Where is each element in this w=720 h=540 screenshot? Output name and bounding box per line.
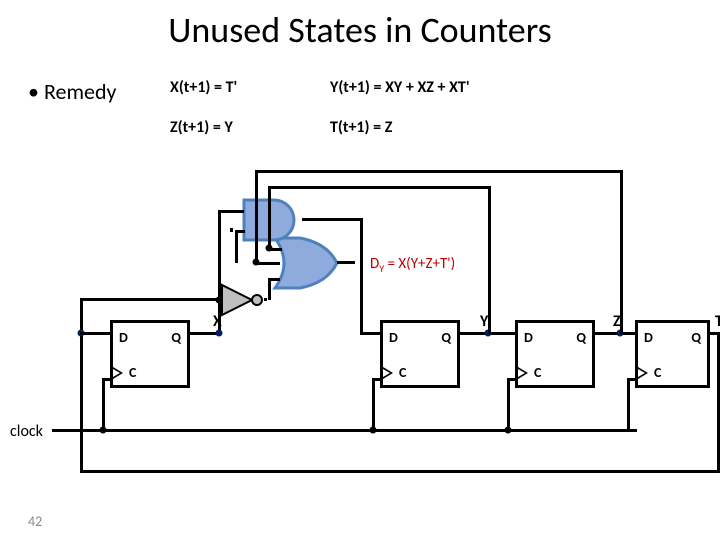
junction-dot [266, 245, 273, 252]
wire [507, 378, 510, 432]
wire [230, 228, 233, 232]
wire [218, 210, 244, 213]
ff-q-label: Q [691, 329, 701, 346]
ff-d-label: D [119, 329, 128, 346]
wire [80, 298, 222, 301]
junction-dot [100, 427, 107, 434]
wire [255, 170, 258, 263]
wire [102, 378, 105, 432]
junction-dot [505, 427, 512, 434]
wire [235, 230, 245, 233]
ff-c-label: C [399, 364, 406, 381]
junction-dot [370, 427, 377, 434]
wire [102, 378, 110, 381]
wire [627, 378, 630, 432]
ff-c-label: C [654, 364, 661, 381]
equation-x: X(t+1) = T' [170, 78, 237, 97]
wire [80, 298, 83, 473]
flipflop-x: D Q C [110, 320, 190, 388]
page-number: 42 [28, 513, 42, 530]
clock-triangle-icon [638, 367, 648, 379]
equation-t: T(t+1) = Z [330, 118, 392, 137]
clock-label: clock [10, 422, 43, 441]
ff-q-label: Q [441, 329, 451, 346]
equation-y: Y(t+1) = XY + XZ + XT' [330, 78, 470, 97]
wire [268, 278, 271, 300]
wire [360, 332, 380, 335]
wire [595, 332, 635, 335]
wire [302, 218, 362, 221]
wire [80, 470, 720, 473]
ff-d-label: D [389, 329, 398, 346]
wire [507, 378, 515, 381]
clock-triangle-icon [113, 367, 123, 379]
wire [235, 230, 238, 263]
flipflop-y: D Q C [380, 320, 460, 388]
ff-q-label: Q [576, 329, 586, 346]
wire [255, 170, 622, 173]
wire [372, 378, 375, 432]
slide-title: Unused States in Counters [0, 8, 720, 52]
bullet-remedy: Remedy [28, 78, 116, 105]
wire [264, 298, 267, 301]
ff-c-label: C [129, 364, 136, 381]
wire [268, 186, 271, 248]
and-gate-icon [244, 200, 304, 240]
wire [218, 210, 221, 335]
clock-triangle-icon [383, 367, 393, 379]
not-gate-icon [222, 285, 264, 315]
wire [488, 186, 491, 334]
clock-triangle-icon [518, 367, 528, 379]
wire [360, 218, 363, 334]
wire [268, 278, 280, 281]
dy-equation: DY = X(Y+Z+T') [370, 255, 455, 275]
wire [337, 261, 340, 264]
equation-z: Z(t+1) = Y [170, 118, 233, 137]
wire [52, 429, 637, 432]
or-gate-icon [275, 238, 337, 288]
flipflop-t: D Q C [635, 320, 710, 388]
ff-c-label: C [534, 364, 541, 381]
ff-d-label: D [524, 329, 533, 346]
wire [620, 170, 623, 334]
output-t-label: T [715, 312, 720, 331]
wire [372, 378, 380, 381]
wire [80, 332, 110, 335]
junction-dot [253, 259, 260, 266]
ff-d-label: D [644, 329, 653, 346]
flipflop-z: D Q C [515, 320, 595, 388]
ff-q-label: Q [171, 329, 181, 346]
wire [268, 186, 490, 189]
wire [627, 378, 635, 381]
junction-dot [216, 330, 223, 337]
